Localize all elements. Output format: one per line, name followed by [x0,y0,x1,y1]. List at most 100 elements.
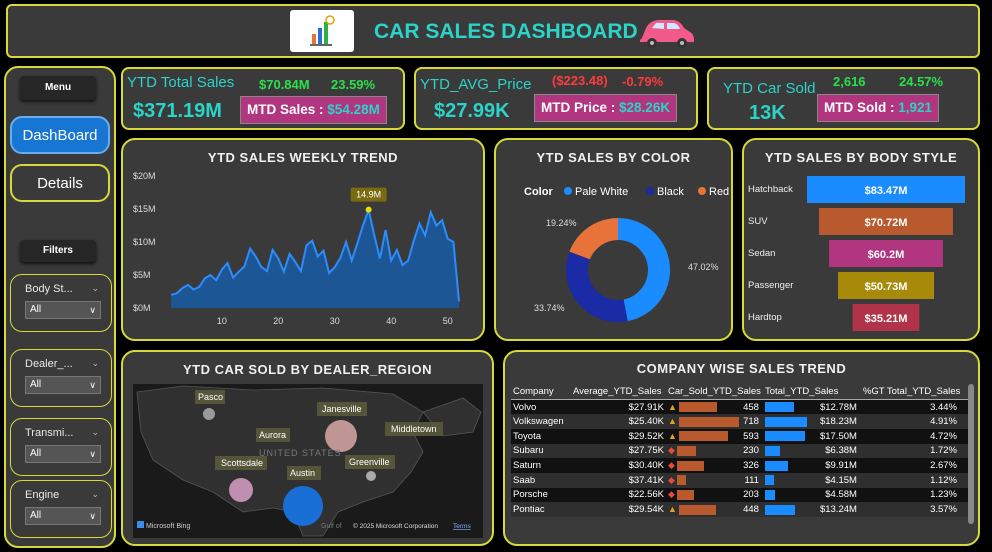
chevron-down-icon[interactable]: ⌄ [91,358,99,368]
table-row[interactable]: Porsche $22.56K ◆ 203 $4.58M 1.23% [511,487,971,503]
table-row[interactable]: Saturn $30.40K ◆ 326 $9.91M 2.67% [511,458,971,473]
category-label: Passenger [748,280,793,291]
cell-pct: 3.44% [860,399,971,415]
nav-details-button[interactable]: Details [10,164,110,202]
cell-pct: 4.91% [860,414,971,429]
filter-select[interactable]: All ∨ [25,376,101,394]
map-copyright: © 2025 Microsoft Corporation [353,522,438,530]
mtd-price-box: MTD Price : $28.26K [534,94,678,122]
cell-company: Volkswagen [511,414,571,429]
dealer-region-map[interactable]: Pasco Janesville Aurora Middletown Scott… [123,352,492,544]
map-terms-link: Terms [453,523,471,530]
cell-avg: $29.52K [571,428,666,444]
map-city-label: Aurora [259,430,286,440]
chevron-down-icon[interactable]: ⌄ [91,283,99,293]
chevron-down-icon[interactable]: ⌄ [91,489,99,499]
table-row[interactable]: Pontiac $29.54K ▲ 448 $13.24M 3.57% [511,502,971,517]
column-header[interactable]: Average_YTD_Sales [571,384,666,400]
map-city-label: Pasco [198,392,223,402]
legend-entry: Pale White [575,186,628,198]
table-header-row: Company Average_YTD_Sales Car_Sold_YTD_S… [511,384,971,400]
filter-label: Transmi... [25,427,74,439]
sold-bar [676,460,705,471]
cell-sold: ◆ 326 [666,458,763,473]
body-style-card: YTD SALES BY BODY STYLE Hatchback $83.47M… [742,138,980,341]
bing-label: Microsoft Bing [146,523,190,530]
data-label: $60.2M [868,249,905,261]
status-icon: ◆ [668,489,675,500]
total-bar [764,416,807,427]
map-country-label: UNITED STATES [259,448,342,458]
map-city-label: Middletown [391,424,437,434]
sold-bar [678,402,718,413]
category-label: SUV [748,216,768,227]
sold-value: 448 [743,504,759,516]
donut-slice [566,251,628,322]
total-bar [764,504,796,515]
kpi-delta-value: ($223.48) [552,73,608,88]
filter-select[interactable]: All ∨ [25,445,101,463]
cell-total: $6.38M [762,443,861,459]
kpi-ytd-sales: YTD Total Sales $70.84M 23.59% $371.19M … [121,67,405,130]
map-bubble [203,408,215,420]
chevron-down-icon: ∨ [89,305,96,315]
table-scrollbar[interactable] [968,384,974,524]
weekly-trend-card: YTD SALES WEEKLY TREND $0M $5M $10M $15M $20… [121,138,485,341]
car-icon [636,12,696,57]
category-label: Hardtop [748,312,782,323]
kpi-title: YTD Car Sold [723,80,816,97]
total-bar [764,402,795,413]
map-city-label: Greenville [349,457,390,467]
status-icon: ▲ [668,430,677,441]
total-value: $18.23M [819,416,857,428]
peak-marker [365,206,372,213]
cell-company: Subaru [511,443,571,459]
column-header[interactable]: Car_Sold_YTD_Sales [666,384,763,400]
map-bubble [229,478,253,502]
kpi-delta-pct: 23.59% [331,77,376,92]
mtd-sales-box: MTD Sales : $54.28M [240,96,387,124]
filter-select[interactable]: All ∨ [25,507,101,525]
filter-select[interactable]: All ∨ [25,301,101,319]
cell-pct: 2.67% [860,458,971,473]
cell-avg: $37.41K [571,472,666,488]
cell-company: Saab [511,472,571,488]
table-row[interactable]: Volvo $27.91K ▲ 458 $12.78M 3.44% [511,399,971,415]
kpi-delta-value: $70.84M [259,77,310,92]
data-label: $83.47M [865,185,908,197]
cell-sold: ▲ 718 [666,414,763,429]
color-donut-chart: Color Pale White Black Red 47.02% 33.74% 19.24… [524,186,729,322]
chart-title: YTD SALES WEEKLY TREND [207,150,399,165]
total-bar [764,445,780,456]
cell-total: $4.58M [762,487,861,503]
table-row[interactable]: Subaru $27.75K ◆ 230 $6.38M 1.72% [511,443,971,459]
chart-title: YTD SALES BY COLOR [536,150,691,165]
legend-title: Color [524,186,553,198]
y-tick-label: $10M [133,237,156,247]
table-row[interactable]: Saab $37.41K ◆ 111 $4.15M 1.12% [511,472,971,488]
chevron-down-icon[interactable]: ⌄ [91,427,99,437]
menu-label: Menu [20,76,96,100]
column-header[interactable]: Total_YTD_Sales [762,384,861,400]
column-header[interactable]: Company [511,384,571,400]
sold-bar [676,475,687,486]
cell-total: $17.50M [762,428,861,444]
kpi-delta-pct: 24.57% [899,74,944,89]
table-row[interactable]: Toyota $29.52K ▲ 593 $17.50M 4.72% [511,428,971,444]
color-donut-card: YTD SALES BY COLOR Color Pale White Black R… [494,138,733,341]
cell-pct: 1.72% [860,443,971,459]
sold-bar [678,416,739,427]
y-tick-label: $15M [133,204,156,214]
bar [837,272,935,299]
kpi-value: $371.19M [133,100,222,122]
table-row[interactable]: Volkswagen $25.40K ▲ 718 $18.23M 4.91% [511,414,971,429]
map-city-label: Janesville [322,404,362,414]
map-city-label: Austin [290,468,315,478]
total-bar [764,460,788,471]
status-icon: ◆ [668,474,675,485]
nav-dashboard-button[interactable]: DashBoard [10,116,110,154]
company-sales-table: Company Average_YTD_Sales Car_Sold_YTD_S… [511,384,971,517]
kpi-ytd-car-sold: YTD Car Sold 2,616 24.57% 13K MTD Sold :… [707,67,980,130]
column-header[interactable]: %GT Total_YTD_Sales [860,384,971,400]
cell-sold: ◆ 111 [666,472,763,488]
